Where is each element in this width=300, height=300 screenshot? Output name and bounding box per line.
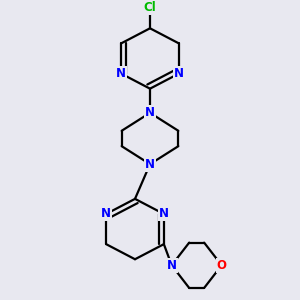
Text: N: N: [159, 208, 169, 220]
Text: N: N: [116, 67, 126, 80]
Text: O: O: [217, 259, 227, 272]
Text: Cl: Cl: [144, 1, 156, 14]
Text: N: N: [167, 259, 177, 272]
Text: N: N: [145, 158, 155, 171]
Text: N: N: [174, 67, 184, 80]
Text: N: N: [101, 208, 111, 220]
Text: N: N: [145, 106, 155, 119]
